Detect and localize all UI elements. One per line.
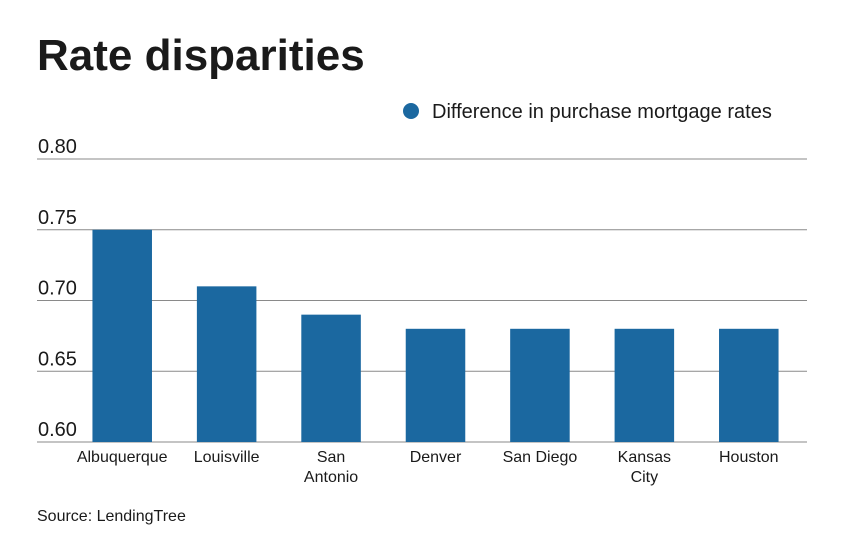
bar	[92, 229, 152, 442]
x-tick-label: San Diego	[502, 449, 578, 466]
legend-marker	[403, 103, 419, 119]
bar	[196, 286, 257, 442]
bar	[510, 328, 570, 442]
x-tick-label: Kansas City	[617, 449, 672, 486]
y-tick-label: 0.75	[38, 207, 77, 229]
y-tick-label: 0.80	[38, 136, 77, 158]
x-tick-label: Louisville	[193, 449, 260, 466]
y-tick-label: 0.60	[38, 419, 77, 441]
chart-title: Rate disparities	[37, 31, 365, 80]
x-tick-label: Albuquerque	[76, 449, 168, 466]
bar	[719, 328, 779, 442]
x-tick-label: Houston	[718, 449, 779, 466]
source: Source: LendingTree	[37, 508, 186, 525]
bar	[405, 328, 466, 442]
x-tick-label: San Antonio	[303, 449, 359, 486]
legend-label: Difference in purchase mortgage rates	[432, 101, 772, 123]
y-tick-label: 0.70	[38, 278, 77, 300]
x-tick-label: Denver	[409, 449, 462, 466]
bar	[301, 314, 361, 442]
y-tick-label: 0.65	[38, 348, 77, 370]
bar	[614, 328, 675, 442]
